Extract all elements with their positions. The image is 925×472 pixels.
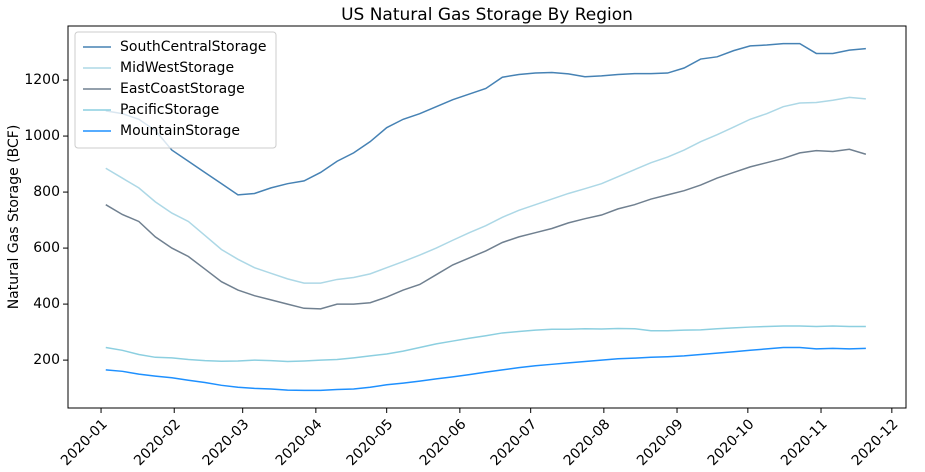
y-tick-label: 800 [33, 184, 60, 200]
series-line [105, 42, 866, 196]
legend-label: MidWestStorage [120, 60, 234, 76]
y-axis-label: Natural Gas Storage (BCF) [6, 125, 22, 310]
x-tick-label: 2020-02 [131, 416, 184, 469]
legend-label: MountainStorage [120, 123, 240, 139]
legend-label: SouthCentralStorage [120, 39, 266, 55]
x-tick-label: 2020-07 [488, 416, 541, 469]
x-tick-label: 2020-10 [705, 416, 758, 469]
y-tick-label: 1200 [24, 72, 60, 88]
plot-frame [67, 25, 907, 409]
y-tick-label: 1000 [24, 128, 60, 144]
series-line [105, 346, 866, 392]
y-tick-label: 400 [33, 296, 60, 312]
series-line [105, 148, 867, 310]
legend-label: EastCoastStorage [120, 81, 245, 97]
chart-title: US Natural Gas Storage By Region [341, 5, 633, 25]
x-tick-label: 2020-04 [273, 416, 326, 469]
x-tick-label: 2020-08 [561, 416, 614, 469]
x-tick-label: 2020-01 [58, 416, 111, 469]
x-tick-label: 2020-09 [634, 416, 687, 469]
series-line [105, 96, 866, 284]
x-tick-label: 2020-06 [417, 416, 470, 469]
x-tick-label: 2020-12 [849, 416, 902, 469]
series-line [105, 325, 866, 363]
y-tick-label: 200 [33, 352, 60, 368]
x-tick-label: 2020-03 [200, 416, 253, 469]
x-tick-label: 2020-05 [344, 416, 397, 469]
x-tick-label: 2020-11 [778, 416, 831, 469]
legend-label: PacificStorage [120, 102, 219, 118]
legend-box [74, 31, 277, 149]
y-tick-label: 600 [33, 240, 60, 256]
